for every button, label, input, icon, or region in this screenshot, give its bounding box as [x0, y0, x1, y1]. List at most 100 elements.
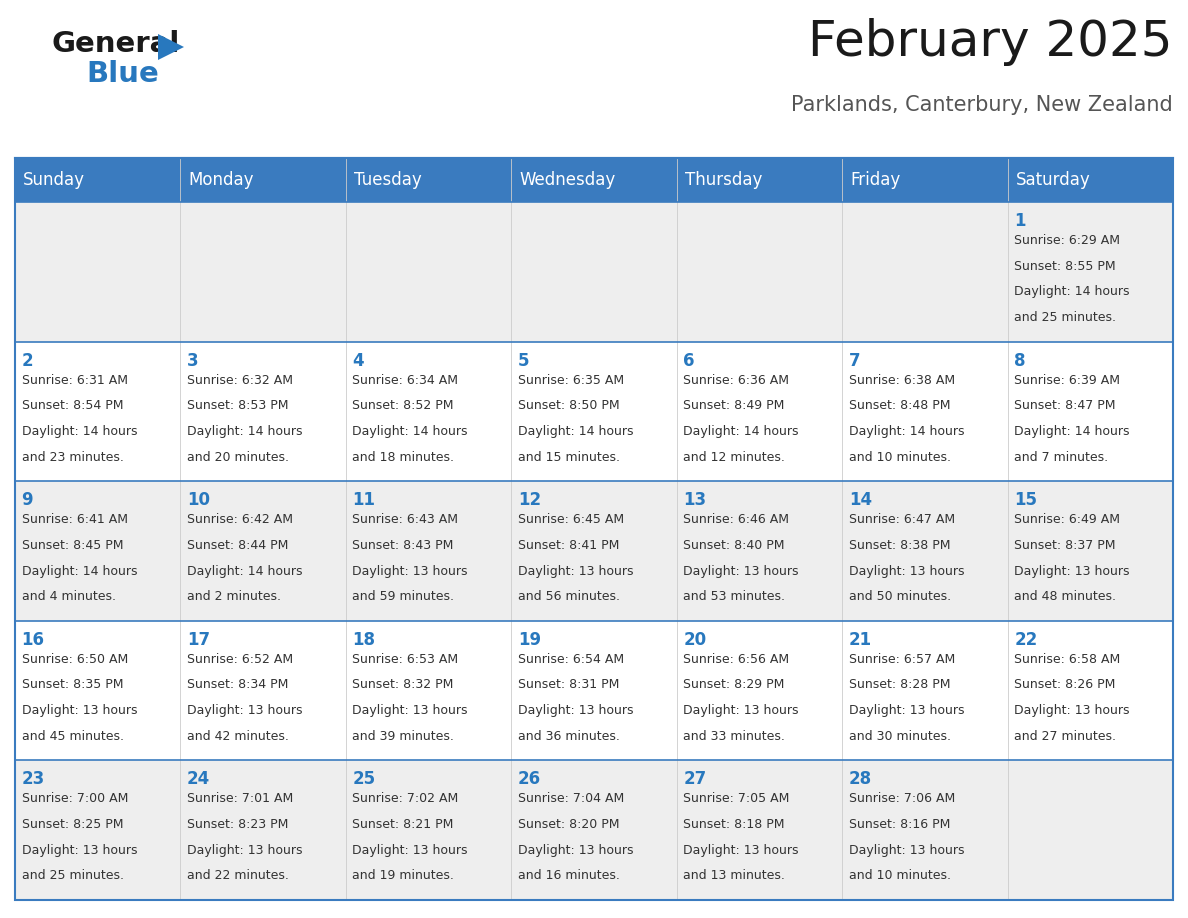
Bar: [15, 341, 181, 481]
Text: 9: 9: [21, 491, 33, 509]
Text: Sunrise: 6:58 AM: Sunrise: 6:58 AM: [1015, 653, 1120, 666]
Text: 10: 10: [187, 491, 210, 509]
Bar: [15, 621, 181, 760]
Bar: [346, 341, 511, 481]
Text: and 30 minutes.: and 30 minutes.: [848, 730, 950, 743]
Bar: [181, 158, 346, 202]
Text: and 48 minutes.: and 48 minutes.: [1015, 590, 1117, 603]
Text: Sunrise: 7:04 AM: Sunrise: 7:04 AM: [518, 792, 624, 805]
Text: General: General: [52, 30, 181, 58]
Text: Sunset: 8:21 PM: Sunset: 8:21 PM: [353, 818, 454, 831]
Bar: [1007, 621, 1173, 760]
Text: Daylight: 13 hours: Daylight: 13 hours: [683, 565, 798, 577]
Bar: [181, 621, 346, 760]
Text: Daylight: 13 hours: Daylight: 13 hours: [353, 704, 468, 717]
Text: Sunset: 8:26 PM: Sunset: 8:26 PM: [1015, 678, 1116, 691]
Bar: [15, 202, 181, 341]
Text: 2: 2: [21, 352, 33, 370]
Text: Daylight: 13 hours: Daylight: 13 hours: [518, 844, 633, 856]
Bar: [511, 760, 677, 900]
Bar: [842, 621, 1007, 760]
Text: 13: 13: [683, 491, 707, 509]
Text: Daylight: 13 hours: Daylight: 13 hours: [21, 704, 137, 717]
Bar: [15, 158, 181, 202]
Bar: [677, 481, 842, 621]
Text: and 16 minutes.: and 16 minutes.: [518, 869, 620, 882]
Text: Daylight: 13 hours: Daylight: 13 hours: [683, 844, 798, 856]
Text: Sunrise: 6:29 AM: Sunrise: 6:29 AM: [1015, 234, 1120, 247]
Text: Daylight: 14 hours: Daylight: 14 hours: [518, 425, 633, 438]
Text: and 20 minutes.: and 20 minutes.: [187, 451, 289, 464]
Text: Sunset: 8:38 PM: Sunset: 8:38 PM: [848, 539, 950, 552]
Text: Sunset: 8:25 PM: Sunset: 8:25 PM: [21, 818, 124, 831]
Text: 16: 16: [21, 631, 45, 649]
Text: Daylight: 14 hours: Daylight: 14 hours: [848, 425, 965, 438]
Text: 12: 12: [518, 491, 541, 509]
Text: 22: 22: [1015, 631, 1037, 649]
Text: Daylight: 14 hours: Daylight: 14 hours: [187, 565, 303, 577]
Bar: [346, 158, 511, 202]
Bar: [511, 202, 677, 341]
Text: Sunset: 8:54 PM: Sunset: 8:54 PM: [21, 399, 124, 412]
Text: Sunrise: 6:32 AM: Sunrise: 6:32 AM: [187, 374, 293, 386]
Text: Sunset: 8:55 PM: Sunset: 8:55 PM: [1015, 260, 1116, 273]
Bar: [511, 481, 677, 621]
Text: 18: 18: [353, 631, 375, 649]
Text: Sunrise: 6:41 AM: Sunrise: 6:41 AM: [21, 513, 127, 526]
Bar: [15, 158, 1173, 900]
Text: Tuesday: Tuesday: [354, 171, 422, 189]
Text: 26: 26: [518, 770, 541, 789]
Bar: [1007, 341, 1173, 481]
Text: 25: 25: [353, 770, 375, 789]
Text: Daylight: 14 hours: Daylight: 14 hours: [353, 425, 468, 438]
Text: Daylight: 13 hours: Daylight: 13 hours: [518, 565, 633, 577]
Text: Daylight: 13 hours: Daylight: 13 hours: [848, 704, 965, 717]
Text: and 39 minutes.: and 39 minutes.: [353, 730, 454, 743]
Bar: [181, 481, 346, 621]
Text: Sunset: 8:20 PM: Sunset: 8:20 PM: [518, 818, 619, 831]
Text: Sunday: Sunday: [24, 171, 86, 189]
Text: and 22 minutes.: and 22 minutes.: [187, 869, 289, 882]
Text: Daylight: 13 hours: Daylight: 13 hours: [1015, 704, 1130, 717]
Text: Sunrise: 6:53 AM: Sunrise: 6:53 AM: [353, 653, 459, 666]
Text: Sunrise: 6:31 AM: Sunrise: 6:31 AM: [21, 374, 127, 386]
Text: and 7 minutes.: and 7 minutes.: [1015, 451, 1108, 464]
Text: Sunrise: 6:38 AM: Sunrise: 6:38 AM: [848, 374, 955, 386]
Text: and 23 minutes.: and 23 minutes.: [21, 451, 124, 464]
Text: 11: 11: [353, 491, 375, 509]
Bar: [842, 760, 1007, 900]
Bar: [15, 481, 181, 621]
Text: Daylight: 13 hours: Daylight: 13 hours: [187, 704, 303, 717]
Bar: [511, 621, 677, 760]
Text: Daylight: 13 hours: Daylight: 13 hours: [353, 844, 468, 856]
Text: Daylight: 13 hours: Daylight: 13 hours: [518, 704, 633, 717]
Text: Sunset: 8:50 PM: Sunset: 8:50 PM: [518, 399, 619, 412]
Text: Sunset: 8:53 PM: Sunset: 8:53 PM: [187, 399, 289, 412]
Text: Daylight: 13 hours: Daylight: 13 hours: [187, 844, 303, 856]
Text: February 2025: February 2025: [809, 18, 1173, 66]
Bar: [677, 202, 842, 341]
Text: 21: 21: [848, 631, 872, 649]
Bar: [181, 341, 346, 481]
Bar: [677, 760, 842, 900]
Text: and 2 minutes.: and 2 minutes.: [187, 590, 282, 603]
Text: Sunset: 8:40 PM: Sunset: 8:40 PM: [683, 539, 785, 552]
Text: Sunset: 8:32 PM: Sunset: 8:32 PM: [353, 678, 454, 691]
Bar: [1007, 760, 1173, 900]
Text: and 10 minutes.: and 10 minutes.: [848, 869, 950, 882]
Text: and 19 minutes.: and 19 minutes.: [353, 869, 454, 882]
Text: Sunset: 8:52 PM: Sunset: 8:52 PM: [353, 399, 454, 412]
Bar: [346, 760, 511, 900]
Text: Sunset: 8:37 PM: Sunset: 8:37 PM: [1015, 539, 1116, 552]
Bar: [842, 481, 1007, 621]
Text: Sunset: 8:18 PM: Sunset: 8:18 PM: [683, 818, 785, 831]
Text: 8: 8: [1015, 352, 1025, 370]
Text: Sunset: 8:43 PM: Sunset: 8:43 PM: [353, 539, 454, 552]
Text: and 25 minutes.: and 25 minutes.: [1015, 311, 1117, 324]
Text: Daylight: 14 hours: Daylight: 14 hours: [21, 565, 137, 577]
Bar: [346, 621, 511, 760]
Text: Daylight: 14 hours: Daylight: 14 hours: [187, 425, 303, 438]
Text: Sunrise: 6:57 AM: Sunrise: 6:57 AM: [848, 653, 955, 666]
Text: Thursday: Thursday: [685, 171, 763, 189]
Text: Sunrise: 6:54 AM: Sunrise: 6:54 AM: [518, 653, 624, 666]
